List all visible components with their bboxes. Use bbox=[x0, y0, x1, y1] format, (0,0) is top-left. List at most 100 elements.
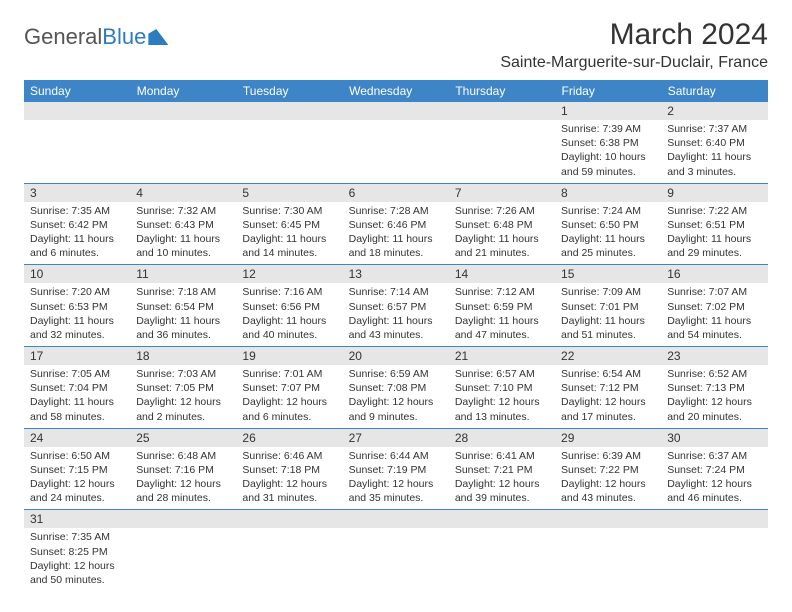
calendar-cell: 24Sunrise: 6:50 AMSunset: 7:15 PMDayligh… bbox=[24, 428, 130, 510]
sunset: Sunset: 7:16 PM bbox=[136, 463, 230, 477]
day-number-empty bbox=[555, 510, 661, 528]
day-number-empty bbox=[661, 510, 767, 528]
day-details: Sunrise: 7:24 AMSunset: 6:50 PMDaylight:… bbox=[555, 202, 661, 265]
daylight: Daylight: 11 hours and 32 minutes. bbox=[30, 314, 124, 342]
sunset: Sunset: 7:05 PM bbox=[136, 381, 230, 395]
sunset: Sunset: 6:56 PM bbox=[242, 300, 336, 314]
weekday-header: Monday bbox=[130, 80, 236, 102]
calendar-cell bbox=[343, 102, 449, 183]
day-number: 17 bbox=[24, 347, 130, 365]
daylight: Daylight: 11 hours and 29 minutes. bbox=[667, 232, 761, 260]
day-details: Sunrise: 6:59 AMSunset: 7:08 PMDaylight:… bbox=[343, 365, 449, 428]
calendar-cell: 8Sunrise: 7:24 AMSunset: 6:50 PMDaylight… bbox=[555, 183, 661, 265]
calendar-cell: 2Sunrise: 7:37 AMSunset: 6:40 PMDaylight… bbox=[661, 102, 767, 183]
sunrise: Sunrise: 7:30 AM bbox=[242, 204, 336, 218]
day-number: 26 bbox=[236, 429, 342, 447]
header: GeneralBlue March 2024 Sainte-Marguerite… bbox=[24, 18, 768, 72]
sunrise: Sunrise: 6:41 AM bbox=[455, 449, 549, 463]
day-number: 4 bbox=[130, 184, 236, 202]
calendar-cell: 11Sunrise: 7:18 AMSunset: 6:54 PMDayligh… bbox=[130, 265, 236, 347]
day-number: 15 bbox=[555, 265, 661, 283]
daylight: Daylight: 12 hours and 2 minutes. bbox=[136, 395, 230, 423]
daylight: Daylight: 12 hours and 13 minutes. bbox=[455, 395, 549, 423]
calendar-cell: 16Sunrise: 7:07 AMSunset: 7:02 PMDayligh… bbox=[661, 265, 767, 347]
daylight: Daylight: 12 hours and 9 minutes. bbox=[349, 395, 443, 423]
day-details: Sunrise: 7:26 AMSunset: 6:48 PMDaylight:… bbox=[449, 202, 555, 265]
day-details: Sunrise: 7:07 AMSunset: 7:02 PMDaylight:… bbox=[661, 283, 767, 346]
calendar-cell: 3Sunrise: 7:35 AMSunset: 6:42 PMDaylight… bbox=[24, 183, 130, 265]
calendar-cell: 25Sunrise: 6:48 AMSunset: 7:16 PMDayligh… bbox=[130, 428, 236, 510]
sunrise: Sunrise: 7:03 AM bbox=[136, 367, 230, 381]
sunset: Sunset: 7:04 PM bbox=[30, 381, 124, 395]
daylight: Daylight: 12 hours and 31 minutes. bbox=[242, 477, 336, 505]
sunset: Sunset: 6:57 PM bbox=[349, 300, 443, 314]
day-details: Sunrise: 7:16 AMSunset: 6:56 PMDaylight:… bbox=[236, 283, 342, 346]
calendar-row: 10Sunrise: 7:20 AMSunset: 6:53 PMDayligh… bbox=[24, 265, 768, 347]
calendar-cell: 7Sunrise: 7:26 AMSunset: 6:48 PMDaylight… bbox=[449, 183, 555, 265]
daylight: Daylight: 12 hours and 17 minutes. bbox=[561, 395, 655, 423]
day-number: 27 bbox=[343, 429, 449, 447]
sunset: Sunset: 6:40 PM bbox=[667, 136, 761, 150]
sunset: Sunset: 6:53 PM bbox=[30, 300, 124, 314]
calendar-cell: 31Sunrise: 7:35 AMSunset: 8:25 PMDayligh… bbox=[24, 510, 130, 591]
day-number: 23 bbox=[661, 347, 767, 365]
calendar-cell bbox=[343, 510, 449, 591]
day-number: 14 bbox=[449, 265, 555, 283]
sunset: Sunset: 6:38 PM bbox=[561, 136, 655, 150]
sunset: Sunset: 6:43 PM bbox=[136, 218, 230, 232]
day-details: Sunrise: 6:37 AMSunset: 7:24 PMDaylight:… bbox=[661, 447, 767, 510]
day-details: Sunrise: 7:30 AMSunset: 6:45 PMDaylight:… bbox=[236, 202, 342, 265]
daylight: Daylight: 12 hours and 20 minutes. bbox=[667, 395, 761, 423]
sunset: Sunset: 6:59 PM bbox=[455, 300, 549, 314]
daylight: Daylight: 11 hours and 25 minutes. bbox=[561, 232, 655, 260]
calendar-cell: 19Sunrise: 7:01 AMSunset: 7:07 PMDayligh… bbox=[236, 347, 342, 429]
day-number: 18 bbox=[130, 347, 236, 365]
daylight: Daylight: 11 hours and 18 minutes. bbox=[349, 232, 443, 260]
weekday-header: Friday bbox=[555, 80, 661, 102]
sunset: Sunset: 6:50 PM bbox=[561, 218, 655, 232]
day-number: 29 bbox=[555, 429, 661, 447]
sunrise: Sunrise: 7:37 AM bbox=[667, 122, 761, 136]
daylight: Daylight: 12 hours and 6 minutes. bbox=[242, 395, 336, 423]
daylight: Daylight: 11 hours and 54 minutes. bbox=[667, 314, 761, 342]
sunset: Sunset: 7:13 PM bbox=[667, 381, 761, 395]
sunrise: Sunrise: 7:26 AM bbox=[455, 204, 549, 218]
sunset: Sunset: 6:51 PM bbox=[667, 218, 761, 232]
calendar-cell: 17Sunrise: 7:05 AMSunset: 7:04 PMDayligh… bbox=[24, 347, 130, 429]
calendar-cell bbox=[236, 510, 342, 591]
daylight: Daylight: 12 hours and 28 minutes. bbox=[136, 477, 230, 505]
calendar-cell bbox=[130, 102, 236, 183]
day-details: Sunrise: 6:57 AMSunset: 7:10 PMDaylight:… bbox=[449, 365, 555, 428]
day-number: 19 bbox=[236, 347, 342, 365]
daylight: Daylight: 11 hours and 36 minutes. bbox=[136, 314, 230, 342]
calendar-cell: 15Sunrise: 7:09 AMSunset: 7:01 PMDayligh… bbox=[555, 265, 661, 347]
day-number: 7 bbox=[449, 184, 555, 202]
sunrise: Sunrise: 7:32 AM bbox=[136, 204, 230, 218]
sunset: Sunset: 7:12 PM bbox=[561, 381, 655, 395]
calendar-cell bbox=[555, 510, 661, 591]
day-details: Sunrise: 6:54 AMSunset: 7:12 PMDaylight:… bbox=[555, 365, 661, 428]
daylight: Daylight: 12 hours and 35 minutes. bbox=[349, 477, 443, 505]
sunrise: Sunrise: 7:07 AM bbox=[667, 285, 761, 299]
calendar-cell: 30Sunrise: 6:37 AMSunset: 7:24 PMDayligh… bbox=[661, 428, 767, 510]
day-number: 25 bbox=[130, 429, 236, 447]
brand-text-2: Blue bbox=[102, 24, 146, 50]
calendar-cell bbox=[449, 102, 555, 183]
day-number-empty bbox=[236, 510, 342, 528]
calendar-body: 1Sunrise: 7:39 AMSunset: 6:38 PMDaylight… bbox=[24, 102, 768, 591]
calendar-row: 3Sunrise: 7:35 AMSunset: 6:42 PMDaylight… bbox=[24, 183, 768, 265]
daylight: Daylight: 12 hours and 46 minutes. bbox=[667, 477, 761, 505]
day-number: 6 bbox=[343, 184, 449, 202]
daylight: Daylight: 12 hours and 43 minutes. bbox=[561, 477, 655, 505]
sunrise: Sunrise: 6:44 AM bbox=[349, 449, 443, 463]
day-number: 13 bbox=[343, 265, 449, 283]
day-number-empty bbox=[449, 510, 555, 528]
sunrise: Sunrise: 6:50 AM bbox=[30, 449, 124, 463]
day-number: 30 bbox=[661, 429, 767, 447]
title-block: March 2024 Sainte-Marguerite-sur-Duclair… bbox=[500, 18, 768, 72]
calendar-row: 31Sunrise: 7:35 AMSunset: 8:25 PMDayligh… bbox=[24, 510, 768, 591]
day-number: 8 bbox=[555, 184, 661, 202]
calendar-cell: 27Sunrise: 6:44 AMSunset: 7:19 PMDayligh… bbox=[343, 428, 449, 510]
sunrise: Sunrise: 7:28 AM bbox=[349, 204, 443, 218]
weekday-header: Wednesday bbox=[343, 80, 449, 102]
